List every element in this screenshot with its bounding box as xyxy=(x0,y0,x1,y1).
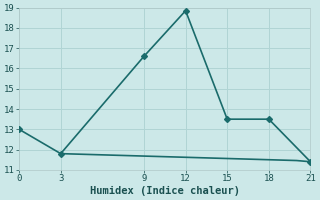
X-axis label: Humidex (Indice chaleur): Humidex (Indice chaleur) xyxy=(90,186,240,196)
